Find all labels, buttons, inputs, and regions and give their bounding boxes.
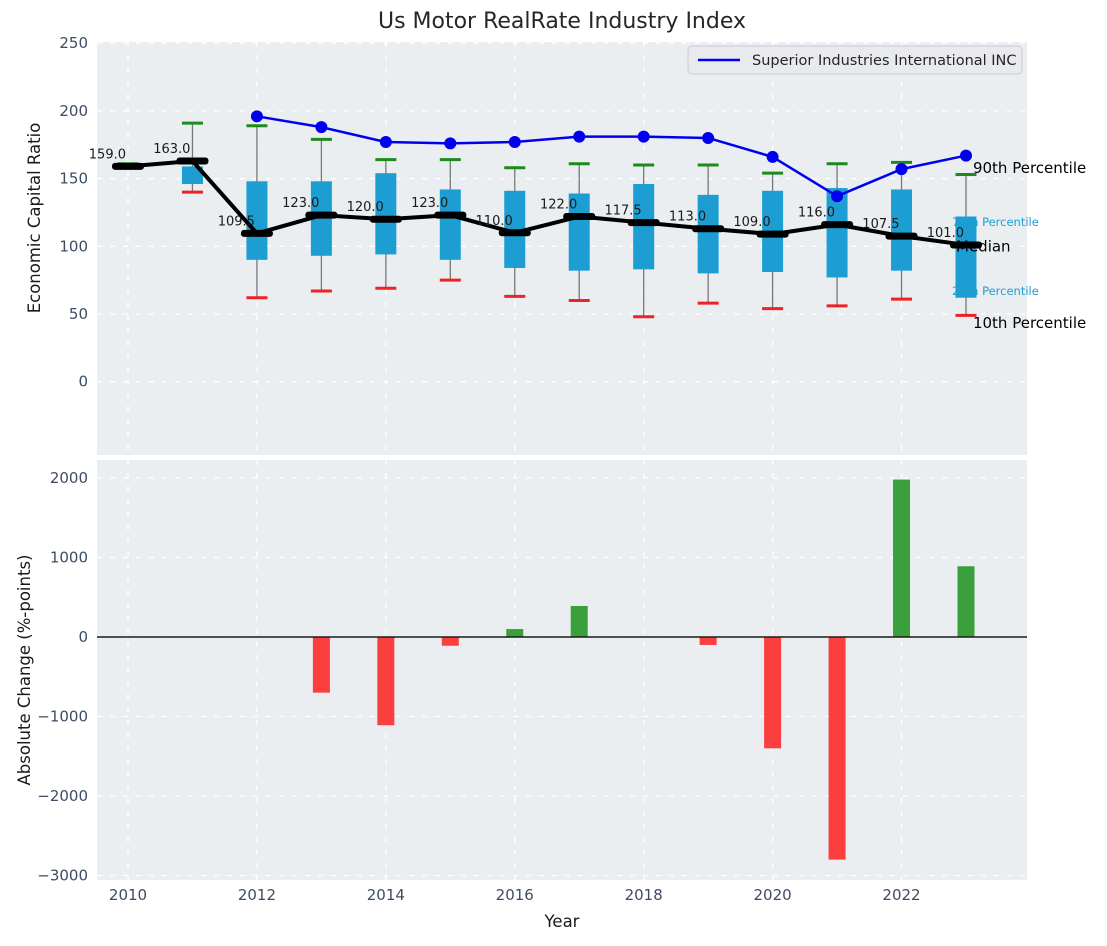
company-dot [573,130,586,143]
x-tick-label: 2020 [754,886,792,904]
median-dash [498,229,531,237]
bottom-y-tick-label: −2000 [37,787,88,805]
median-value-labels: 159.0 163.0 109.5 123.0 120.0 123.0 110.0 122.0… [89,142,964,241]
box [697,194,719,274]
median-value-label: 110.0 [476,214,513,229]
legend-label: Superior Industries International INC [752,53,1017,69]
median-value-label: 101.0 [927,226,964,241]
bar [570,605,588,637]
median-value-label: 120.0 [347,200,384,215]
x-tick-label: 2012 [238,886,276,904]
x-axis-label: Year [544,912,580,931]
bottom-y-tick-label: −3000 [37,867,88,885]
median-dash [949,241,982,249]
top-plot-background [97,42,1027,455]
bottom-plot-background [97,460,1027,880]
median-value-label: 123.0 [411,196,448,211]
annotation-10th-percentile: 10th Percentile [973,314,1086,332]
company-dot [315,121,328,134]
median-dash [369,215,402,223]
company-dot [637,130,650,143]
bottom-y-axis-label: Absolute Change (%-points) [15,555,34,786]
box [181,166,203,185]
median-dash [885,232,918,240]
median-dash [692,225,725,233]
median-value-label: 113.0 [669,210,706,225]
median-value-label: 117.5 [604,204,641,219]
chart-title: Us Motor RealRate Industry Index [378,9,746,34]
legend-box [687,45,1023,75]
bottom-y-tick-label: 0 [78,628,88,646]
box [568,193,590,271]
company-dot [379,136,392,149]
x-tick-label: 2016 [496,886,534,904]
median-value-label: 107.5 [862,217,899,232]
bar [312,637,330,693]
median-dash [627,219,660,227]
tick-labels: 250 200 150 100 50 0 2000 1000 0 −1000 −2000 −3000 2… [37,34,920,904]
bar [828,637,846,860]
box [955,216,977,298]
bottom-y-tick-label: −1000 [37,708,88,726]
company-dot [508,136,521,149]
box [439,189,461,260]
box [826,188,848,278]
box [633,184,655,270]
company-dot [702,131,715,144]
bar [506,629,524,637]
bar [441,637,459,646]
bar [764,637,782,749]
company-dot [831,190,844,203]
box [375,173,397,255]
company-dot [444,137,457,150]
top-y-tick-label: 250 [59,34,88,52]
top-y-tick-label: 200 [59,102,88,120]
bar [377,637,395,726]
company-line [256,115,967,198]
median-dash [176,157,209,165]
x-tick-label: 2010 [109,886,147,904]
annotation-90th-percentile: 90th Percentile [973,159,1086,177]
top-y-tick-label: 100 [59,237,88,255]
bottom-y-tick-label: 1000 [50,549,88,567]
median-value-label: 109.0 [733,215,770,230]
bar-chart-marks [97,479,1027,860]
x-tick-label: 2022 [882,886,920,904]
top-y-tick-label: 150 [59,170,88,188]
bar [893,479,911,637]
median-dash [756,230,789,238]
company-dot [766,150,779,163]
median-value-label: 163.0 [153,142,190,157]
median-value-label: 116.0 [798,206,835,221]
median-value-label: 159.0 [89,147,126,162]
box [246,181,268,260]
median-value-label: 122.0 [540,198,577,213]
x-tick-label: 2018 [625,886,663,904]
median-dash [305,211,338,219]
top-y-tick-label: 50 [69,305,88,323]
company-dot [895,163,908,176]
median-dash [112,162,144,170]
bar [957,566,975,637]
series-lines [112,110,982,249]
median-value-label: 109.5 [218,214,255,229]
median-dash [434,211,467,219]
bar [699,637,717,645]
legend: Superior Industries International INC [687,45,1023,75]
company-dot [959,149,972,162]
top-y-tick-label: 0 [78,373,88,391]
median-value-label: 123.0 [282,196,319,211]
box [891,189,913,271]
x-tick-label: 2014 [367,886,405,904]
median-dash [240,229,273,237]
top-y-axis-label: Economic Capital Ratio [25,123,44,314]
company-dot [250,110,263,123]
bottom-y-tick-label: 2000 [50,469,88,487]
median-dash [563,213,596,221]
median-dash [821,221,854,229]
